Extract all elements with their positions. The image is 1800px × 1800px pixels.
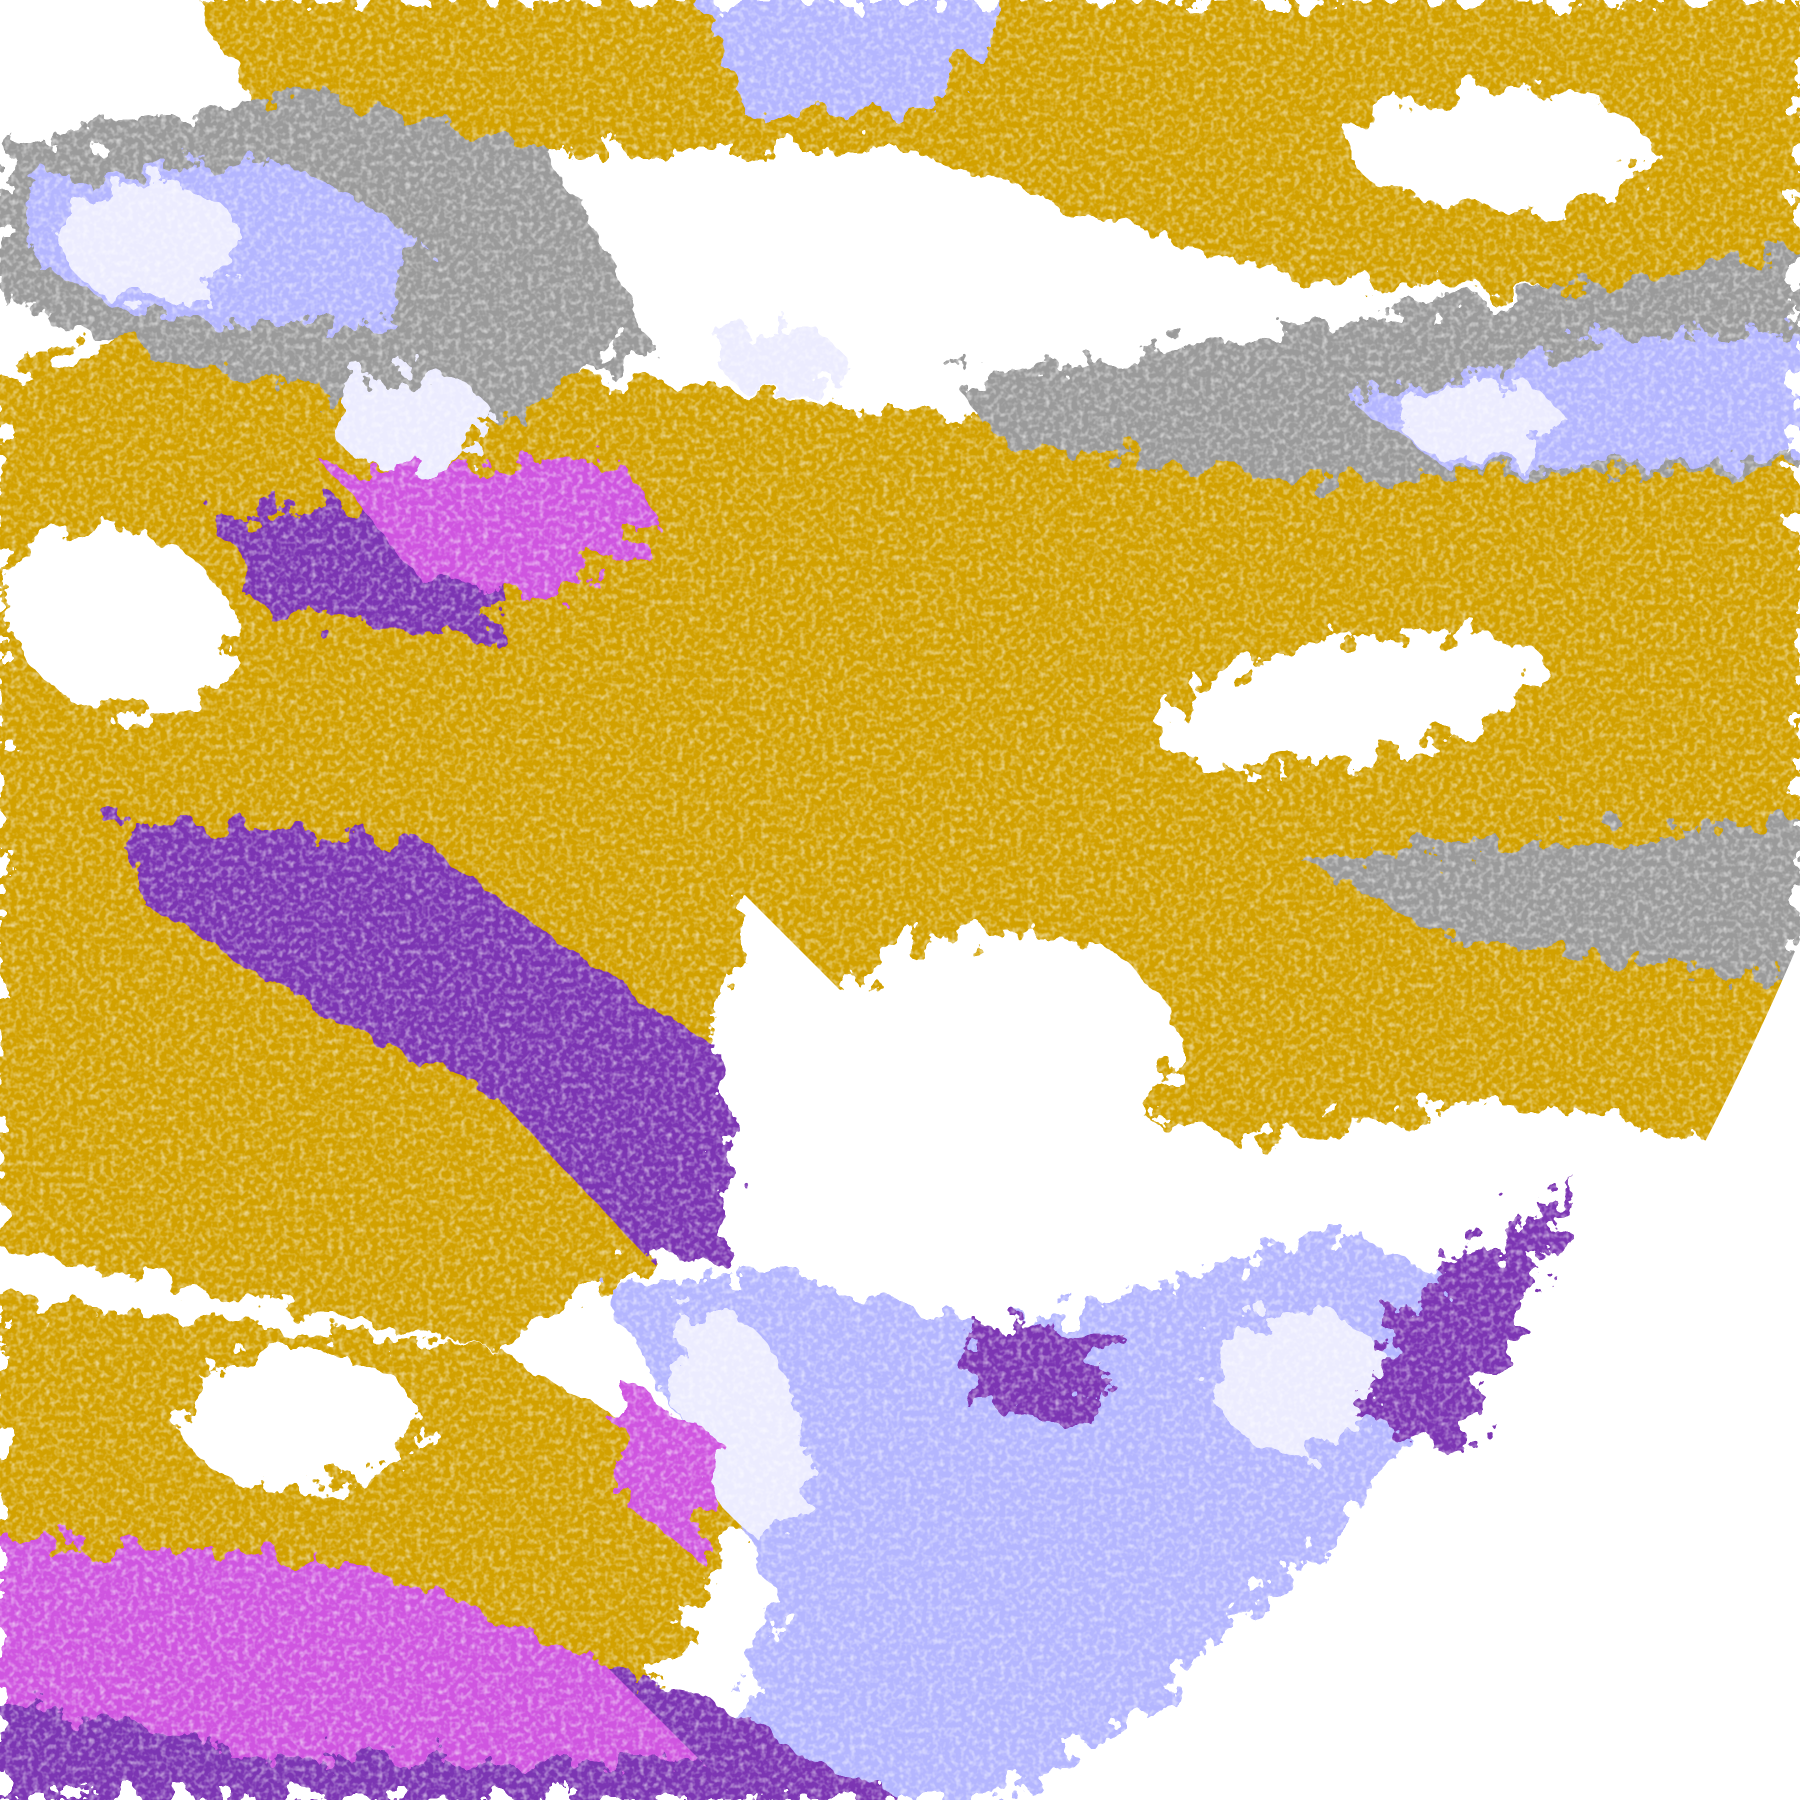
- space-outside-disk: [1194, 940, 1800, 1800]
